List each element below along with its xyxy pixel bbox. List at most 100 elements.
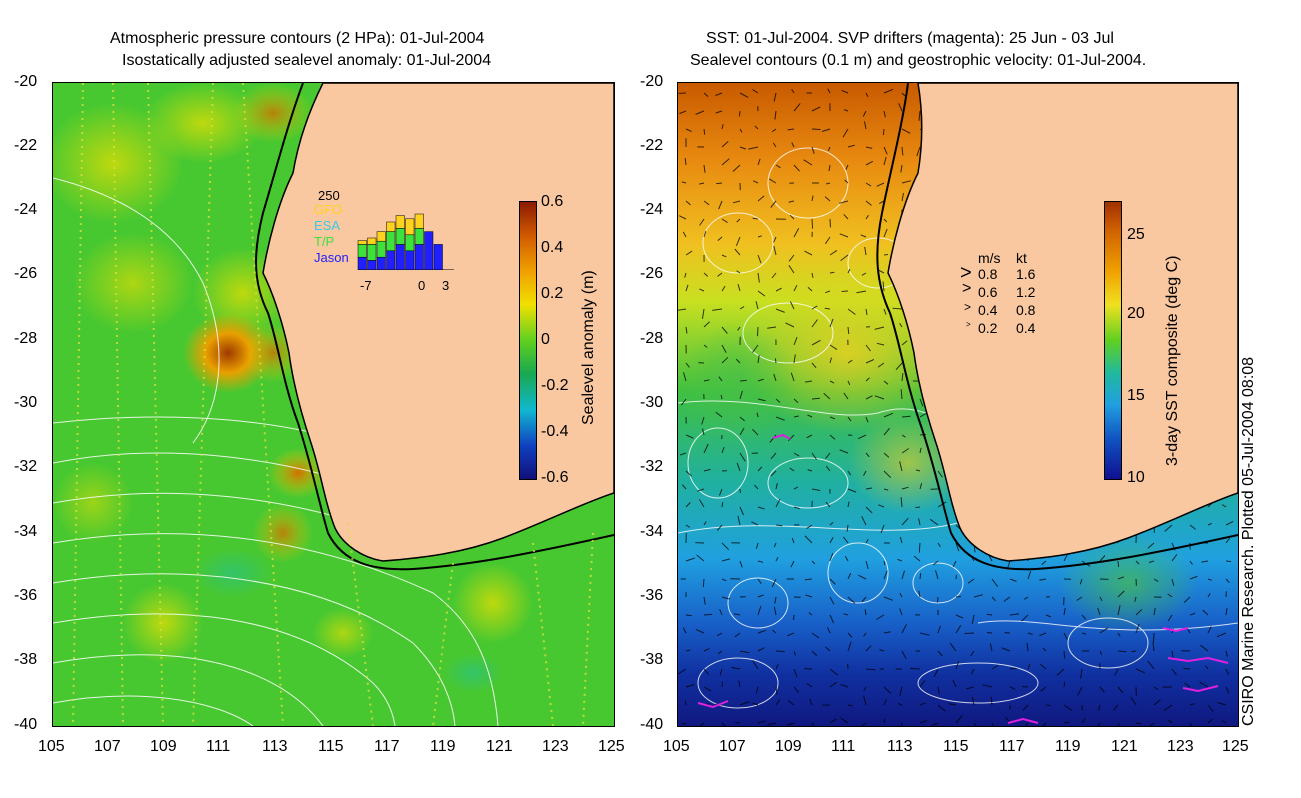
velocity-kt: 0.8 <box>1016 302 1036 318</box>
velocity-arrow <box>757 326 759 337</box>
right-xtick: 109 <box>775 738 802 755</box>
velocity-arrow <box>901 623 907 634</box>
velocity-arrow <box>1097 722 1101 726</box>
right-ytick: -32 <box>640 458 664 475</box>
velocity-arrow <box>901 415 911 418</box>
velocity-arrow <box>703 272 709 277</box>
inset-xtick-zero: 0 <box>418 278 426 293</box>
inset-bar-segment <box>405 250 415 270</box>
left-ytick: -24 <box>14 201 38 218</box>
velocity-arrow <box>793 452 800 457</box>
velocity-arrow <box>703 344 708 348</box>
velocity-arrow <box>827 146 831 151</box>
velocity-arrow <box>739 650 750 654</box>
velocity-arrow <box>811 106 821 112</box>
left-ytick: -36 <box>14 587 38 604</box>
right-map[interactable] <box>677 82 1239 727</box>
velocity-arrow <box>793 398 799 404</box>
velocity-arrow <box>703 613 713 616</box>
velocity-arrow <box>955 614 964 619</box>
velocity-arrow <box>847 596 856 604</box>
velocity-arrow <box>702 578 705 588</box>
velocity-arrow <box>1081 614 1087 620</box>
velocity-arrow <box>843 613 849 616</box>
velocity-arrow <box>790 372 795 382</box>
right-ytick: -36 <box>640 587 664 604</box>
velocity-arrow <box>739 452 746 462</box>
velocity-arrow <box>1114 668 1119 676</box>
velocity-arrow <box>1025 722 1029 726</box>
velocity-arrow <box>789 214 795 220</box>
velocity-arrow <box>695 628 705 634</box>
velocity-arrow <box>739 110 741 117</box>
velocity-arrow <box>695 110 705 115</box>
velocity-arrow <box>1039 663 1047 670</box>
velocity-arrow <box>702 308 705 319</box>
svp-drifter-tracks <box>697 433 1229 724</box>
right-ytick: -30 <box>640 394 664 411</box>
velocity-arrow <box>786 632 795 637</box>
velocity-arrow <box>878 504 885 508</box>
velocity-arrow <box>1216 632 1227 638</box>
left-xtick: 121 <box>486 738 513 755</box>
velocity-arrow <box>824 196 831 202</box>
velocity-arrow <box>1225 578 1230 583</box>
velocity-arrow <box>989 643 993 652</box>
velocity-arrow <box>952 560 957 568</box>
right-ytick: -28 <box>640 330 664 347</box>
velocity-arrow <box>775 699 781 706</box>
velocity-arrow <box>721 578 727 582</box>
velocity-arrow <box>773 373 777 382</box>
velocity-arrow <box>919 680 926 688</box>
inset-ymax-label: 250 <box>318 188 340 203</box>
velocity-arrow <box>775 482 778 490</box>
velocity-arrow <box>751 521 759 526</box>
velocity-arrow <box>721 502 724 508</box>
altimeter-tracks <box>72 83 594 726</box>
velocity-arrow <box>1131 650 1137 653</box>
velocity-arrow <box>883 427 890 436</box>
velocity-arrow <box>1081 632 1087 635</box>
velocity-arrow <box>865 377 870 382</box>
velocity-arrow <box>829 668 839 676</box>
velocity-arrow <box>847 470 852 476</box>
inset-bar-segment <box>395 228 405 245</box>
velocity-arrow <box>829 578 836 585</box>
velocity-arrow <box>703 164 706 173</box>
velocity-arrow <box>865 452 870 458</box>
velocity-header-kt: kt <box>1016 250 1027 266</box>
velocity-arrow <box>839 449 849 454</box>
velocity-arrow <box>757 272 760 283</box>
right-land <box>887 83 1238 562</box>
velocity-arrow <box>811 319 818 328</box>
right-ytick: -40 <box>640 716 664 733</box>
velocity-arrow <box>1026 642 1029 652</box>
velocity-arrow <box>808 612 813 616</box>
velocity-arrow <box>860 722 867 726</box>
velocity-arrow <box>1001 647 1011 652</box>
right-xtick: 105 <box>663 738 690 755</box>
velocity-arrow <box>756 686 759 694</box>
velocity-arrow <box>824 236 831 245</box>
right-cb-tick-2: 15 <box>1127 387 1145 404</box>
velocity-arrow <box>829 681 837 688</box>
velocity-arrow <box>865 359 875 364</box>
velocity-arrow <box>827 627 831 634</box>
velocity-arrow <box>679 110 687 115</box>
velocity-arrow <box>863 632 867 637</box>
velocity-arrow <box>1153 607 1156 616</box>
velocity-arrow <box>717 236 723 241</box>
inset-bar-segment <box>376 240 386 258</box>
velocity-arrow <box>1207 522 1212 526</box>
velocity-arrow <box>685 470 692 477</box>
velocity-arrow <box>1135 722 1142 725</box>
velocity-arrow <box>1207 718 1213 724</box>
velocity-arrow <box>847 416 852 422</box>
velocity-arrow <box>883 308 887 315</box>
velocity-arrow <box>915 469 921 472</box>
velocity-arrow <box>736 270 741 274</box>
velocity-arrow <box>715 411 723 418</box>
velocity-arrow <box>865 645 872 652</box>
velocity-kt: 0.4 <box>1016 320 1036 336</box>
velocity-arrow <box>1056 668 1065 676</box>
